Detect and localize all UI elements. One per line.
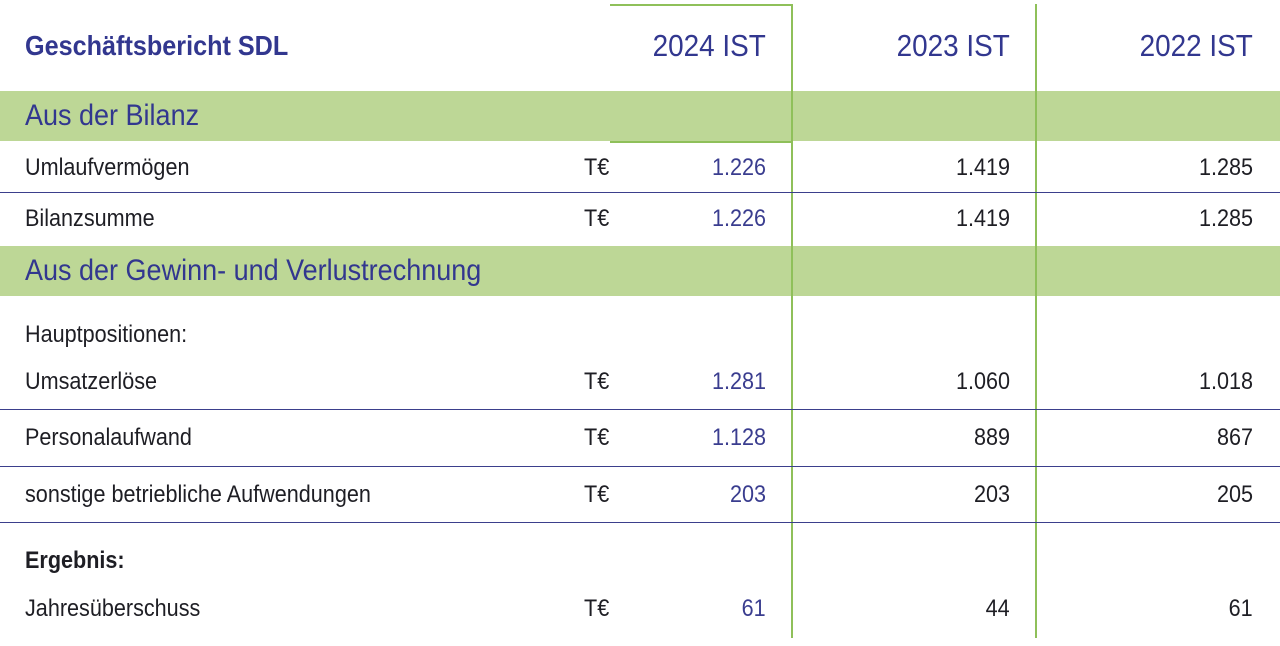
column-header-2024: 2024 IST: [652, 28, 766, 63]
row-unit: T€: [584, 205, 610, 232]
row-label-umsatzerloese: Umsatzerlöse: [25, 368, 158, 395]
value-2023: 889: [973, 424, 1010, 451]
value-2024: 1.226: [711, 154, 766, 181]
value-2024: 203: [729, 481, 766, 508]
value-2022: 61: [1228, 595, 1253, 622]
section-heading-guv: Aus der Gewinn- und Verlustrechnung: [25, 254, 482, 287]
subheading-hauptpositionen: Hauptpositionen:: [25, 321, 188, 348]
column-divider-2024: [791, 4, 793, 638]
row-label-umlaufvermoegen: Umlaufvermögen: [25, 154, 190, 181]
value-2023: 203: [973, 481, 1010, 508]
section-band-guv: [0, 246, 1280, 296]
value-2024: 1.128: [711, 424, 766, 451]
value-2023: 44: [985, 595, 1010, 622]
row-unit: T€: [584, 368, 610, 395]
page-title: Geschäftsbericht SDL: [25, 30, 289, 61]
section-band-bilanz: [0, 91, 1280, 141]
value-2022: 205: [1216, 481, 1253, 508]
value-2023: 1.419: [955, 154, 1010, 181]
row-unit: T€: [584, 481, 610, 508]
value-2024: 1.226: [711, 205, 766, 232]
column-divider-2024-top: [610, 4, 792, 6]
value-2023: 1.060: [955, 368, 1010, 395]
column-header-2023: 2023 IST: [896, 28, 1010, 63]
row-rule: [0, 192, 1280, 193]
row-label-personalaufwand: Personalaufwand: [25, 424, 192, 451]
row-rule: [0, 522, 1280, 523]
value-2022: 1.285: [1198, 205, 1253, 232]
row-unit: T€: [584, 424, 610, 451]
subheading-ergebnis: Ergebnis:: [25, 547, 125, 574]
row-label-bilanzsumme: Bilanzsumme: [25, 205, 155, 232]
value-2023: 1.419: [955, 205, 1010, 232]
value-2022: 1.285: [1198, 154, 1253, 181]
column-header-2022: 2022 IST: [1139, 28, 1253, 63]
row-label-jahresueberschuss: Jahresüberschuss: [25, 595, 201, 622]
value-2024: 61: [741, 595, 766, 622]
column-divider-2023: [1035, 4, 1037, 638]
value-2022: 1.018: [1198, 368, 1253, 395]
value-2024: 1.281: [711, 368, 766, 395]
row-unit: T€: [584, 595, 610, 622]
row-rule: [0, 409, 1280, 410]
column-divider-2024-bottom: [610, 141, 792, 143]
value-2022: 867: [1216, 424, 1253, 451]
section-heading-bilanz: Aus der Bilanz: [25, 99, 200, 132]
row-rule: [0, 466, 1280, 467]
row-unit: T€: [584, 154, 610, 181]
row-label-sonstige-aufwendungen: sonstige betriebliche Aufwendungen: [25, 481, 371, 508]
